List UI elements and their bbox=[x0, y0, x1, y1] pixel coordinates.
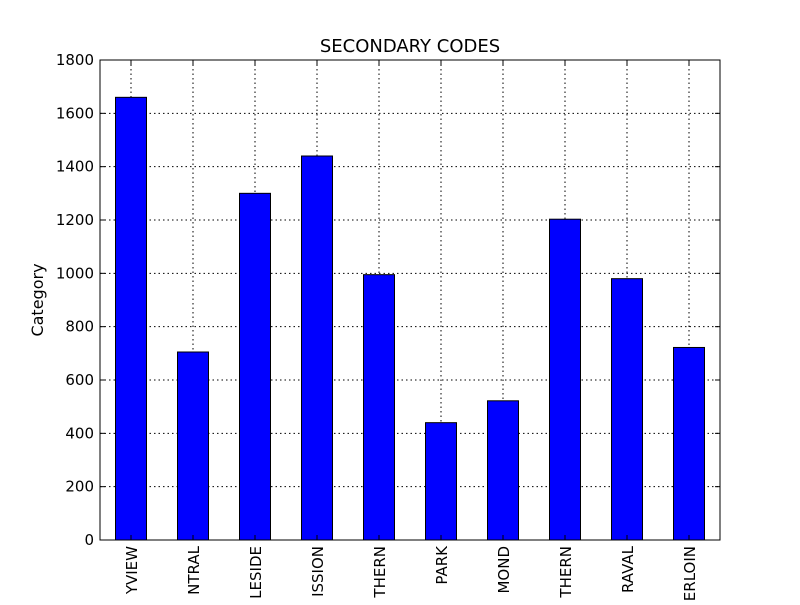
y-tick-label: 1400 bbox=[56, 158, 94, 176]
y-tick-labels: 0 200 400 600 800 1000 1200 1400 1600 1800 bbox=[56, 51, 94, 549]
x-tick-label: YVIEW bbox=[123, 546, 141, 595]
bar bbox=[177, 351, 209, 541]
y-tick-label: 400 bbox=[65, 424, 94, 442]
x-tick-label: THERN bbox=[371, 546, 389, 599]
x-tick-label: NTRAL bbox=[185, 545, 203, 594]
y-axis-label: Category bbox=[28, 263, 47, 336]
x-tick-labels: YVIEW NTRAL LESIDE ISSION THERN PARK MOND THERN… bbox=[123, 545, 699, 601]
bar bbox=[239, 192, 271, 541]
y-tick-label: 1000 bbox=[56, 264, 94, 282]
bar bbox=[363, 274, 395, 541]
x-tick-label: PARK bbox=[433, 545, 451, 585]
x-tick-label: LESIDE bbox=[247, 546, 265, 599]
bar bbox=[487, 400, 519, 541]
chart-title: SECONDARY CODES bbox=[320, 36, 500, 57]
bar bbox=[301, 155, 333, 541]
axis-ticks bbox=[100, 59, 720, 541]
x-tick-label: ERLOIN bbox=[681, 546, 699, 600]
y-tick-label: 200 bbox=[65, 478, 94, 496]
y-tick-label: 800 bbox=[65, 318, 94, 336]
y-tick-label: 1200 bbox=[56, 211, 94, 229]
x-tick-label: MOND bbox=[495, 546, 513, 594]
bar bbox=[611, 278, 643, 541]
y-tick-label: 0 bbox=[84, 531, 94, 549]
bar bbox=[425, 422, 457, 541]
bar bbox=[115, 96, 147, 541]
bars bbox=[115, 96, 705, 541]
bar bbox=[673, 346, 705, 541]
y-tick-label: 1800 bbox=[56, 51, 94, 69]
x-tick-label: RAVAL bbox=[619, 545, 637, 593]
y-tick-label: 1600 bbox=[56, 104, 94, 122]
plot-frame bbox=[99, 59, 721, 541]
x-tick-label: ISSION bbox=[309, 546, 327, 597]
x-tick-label: THERN bbox=[557, 546, 575, 599]
bar bbox=[549, 218, 581, 541]
y-tick-label: 600 bbox=[65, 371, 94, 389]
